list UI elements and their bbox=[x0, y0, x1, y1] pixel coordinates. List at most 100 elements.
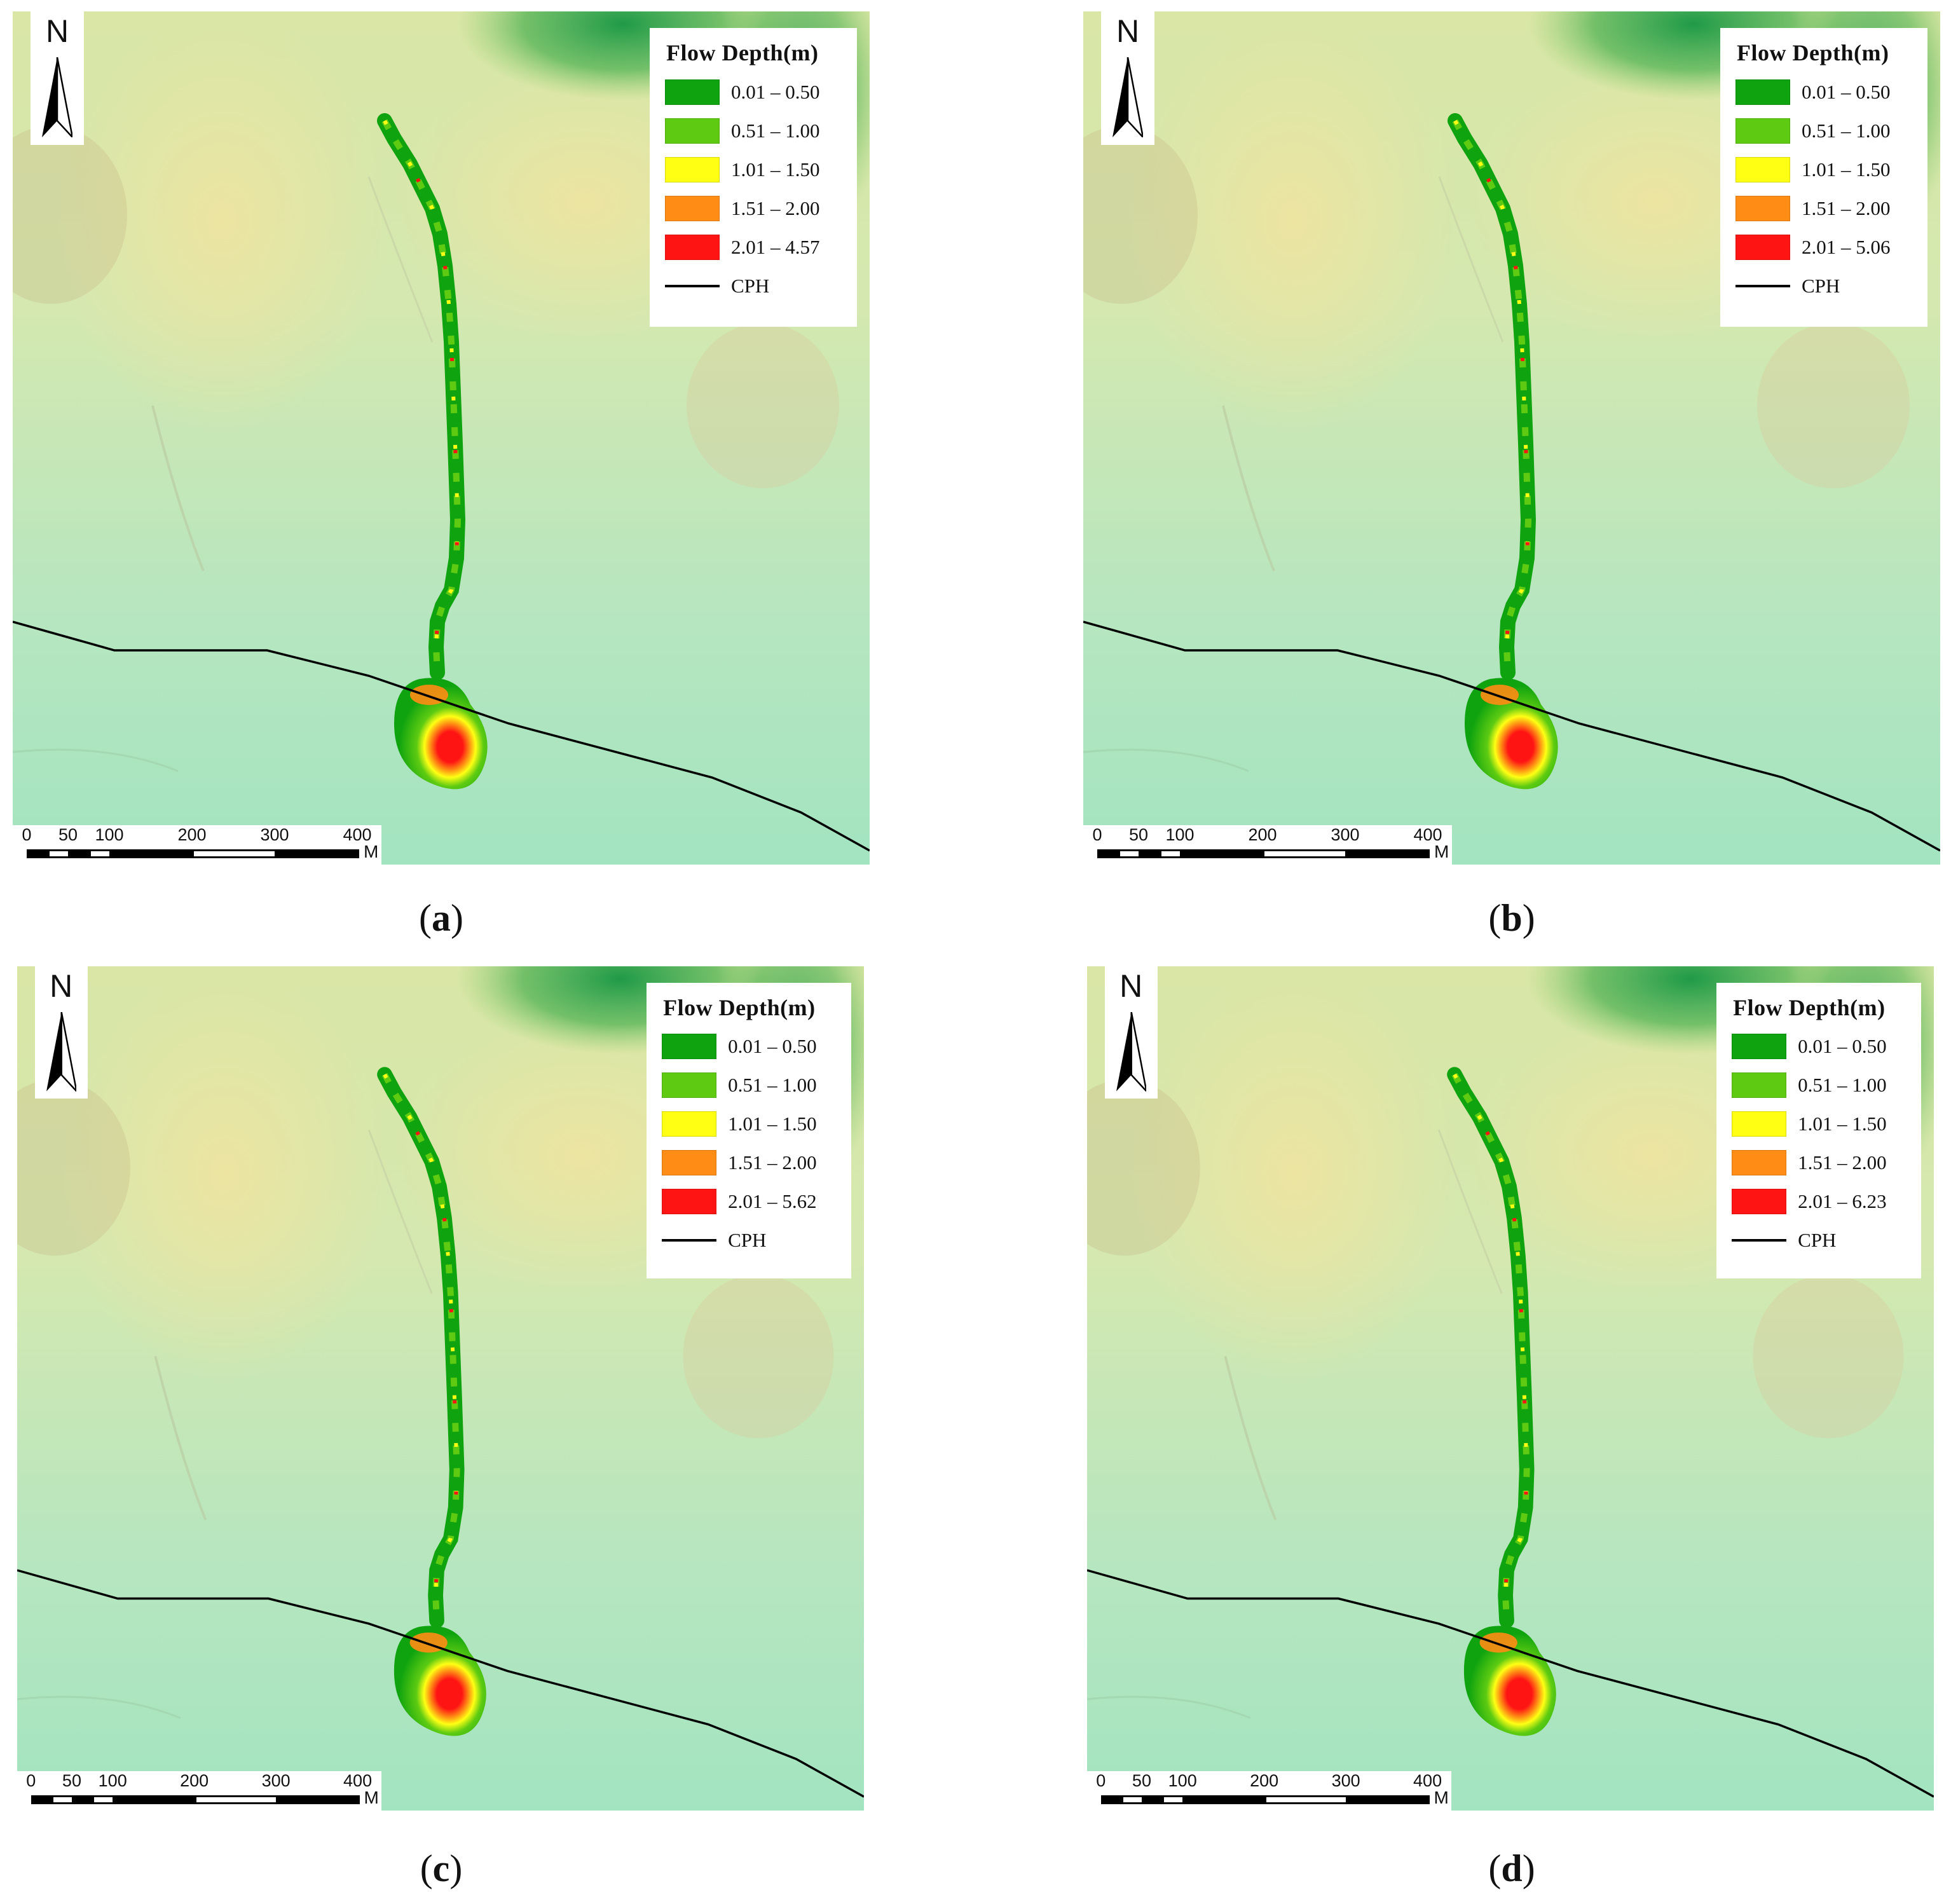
legend-swatch bbox=[665, 118, 720, 144]
legend-item-label: 0.51 – 1.00 bbox=[1798, 1074, 1887, 1097]
legend-item-label: 2.01 – 5.62 bbox=[728, 1190, 817, 1213]
north-letter: N bbox=[1116, 13, 1140, 49]
map-panel-c: N Flow Depth(m) 0.01 – 0.50 0.51 – 1.00 … bbox=[17, 966, 864, 1811]
legend-item: 1.51 – 2.00 bbox=[662, 1144, 839, 1182]
legend-item-label: 1.01 – 1.50 bbox=[728, 1113, 817, 1135]
legend-swatch bbox=[1732, 1150, 1787, 1176]
scale-tick-label: 100 bbox=[1168, 1771, 1197, 1790]
legend-item-label: 0.51 – 1.00 bbox=[728, 1074, 817, 1097]
caption-a: (a) bbox=[419, 897, 463, 939]
legend-item: 2.01 – 5.62 bbox=[662, 1182, 839, 1221]
north-arrow-icon bbox=[46, 1012, 77, 1092]
legend-item-label: 0.01 – 0.50 bbox=[1798, 1035, 1887, 1058]
scale-tick-label: 0 bbox=[26, 1771, 36, 1790]
legend-item-label: 0.51 – 1.00 bbox=[1802, 119, 1891, 142]
legend-swatch bbox=[1735, 195, 1790, 221]
scale-segment bbox=[1100, 1795, 1123, 1804]
scale-segment bbox=[1159, 849, 1182, 858]
cph-line-swatch bbox=[1735, 284, 1790, 287]
legend-item-label: 2.01 – 5.06 bbox=[1802, 235, 1891, 258]
north-arrow: N bbox=[1104, 966, 1158, 1099]
north-letter: N bbox=[45, 13, 69, 49]
legend-swatch bbox=[665, 234, 720, 260]
legend-swatch bbox=[1732, 1111, 1787, 1137]
scale-segment bbox=[27, 849, 50, 858]
legend: Flow Depth(m) 0.01 – 0.50 0.51 – 1.00 1.… bbox=[1720, 28, 1927, 327]
legend-swatch bbox=[662, 1072, 717, 1099]
scale-tick-label: 300 bbox=[260, 825, 289, 844]
scale-segment bbox=[1139, 849, 1161, 858]
legend-title: Flow Depth(m) bbox=[663, 994, 816, 1020]
scale-tick-label: 200 bbox=[1248, 825, 1277, 844]
scale-segment bbox=[1263, 849, 1347, 858]
scale-tick-label: 400 bbox=[1413, 825, 1442, 844]
legend-item-cph: CPH bbox=[1732, 1221, 1908, 1260]
cph-line-swatch bbox=[662, 1239, 717, 1242]
legend-item: 1.51 – 2.00 bbox=[665, 189, 844, 228]
north-arrow-icon bbox=[1116, 1012, 1147, 1092]
legend-item: 1.01 – 1.50 bbox=[665, 150, 844, 189]
scale-tick-label: 300 bbox=[1331, 1771, 1360, 1790]
scale-bar: 0 50 100 200 300 400 M bbox=[1083, 825, 1452, 865]
scale-tick-label: 100 bbox=[95, 825, 124, 844]
legend-item-cph: CPH bbox=[662, 1221, 839, 1260]
legend-item-label: 0.01 – 0.50 bbox=[1802, 80, 1891, 103]
legend-swatch bbox=[662, 1111, 717, 1137]
map-panel-d: N Flow Depth(m) 0.01 – 0.50 0.51 – 1.00 … bbox=[1087, 966, 1934, 1811]
scale-segment bbox=[109, 849, 194, 858]
scale-segment bbox=[1118, 849, 1140, 858]
caption-d: (d) bbox=[1488, 1847, 1535, 1889]
scale-tick-label: 400 bbox=[1413, 1771, 1442, 1790]
legend-item-label: CPH bbox=[1802, 274, 1840, 297]
scale-tick-label: 100 bbox=[1165, 825, 1195, 844]
legend-swatch bbox=[662, 1189, 717, 1215]
scale-segment bbox=[1121, 1795, 1144, 1804]
legend-swatch bbox=[1732, 1072, 1787, 1099]
scale-segment bbox=[68, 849, 91, 858]
scale-segment bbox=[1162, 1795, 1185, 1804]
legend-swatch bbox=[1732, 1189, 1787, 1215]
map-panel-b: N Flow Depth(m) 0.01 – 0.50 0.51 – 1.00 … bbox=[1083, 11, 1940, 865]
scale-tick-label: 300 bbox=[1331, 825, 1360, 844]
legend-item: 0.01 – 0.50 bbox=[1732, 1027, 1908, 1066]
north-letter: N bbox=[50, 968, 73, 1004]
scale-segment bbox=[88, 849, 111, 858]
scale-segment bbox=[192, 849, 277, 858]
legend: Flow Depth(m) 0.01 – 0.50 0.51 – 1.00 1.… bbox=[1716, 982, 1922, 1278]
legend: Flow Depth(m) 0.01 – 0.50 0.51 – 1.00 1.… bbox=[647, 982, 852, 1278]
scale-segment bbox=[47, 849, 70, 858]
scale-tick-label: 50 bbox=[1128, 825, 1149, 844]
scale-segment bbox=[51, 1795, 74, 1804]
north-letter: N bbox=[1119, 968, 1143, 1004]
legend-item-label: 2.01 – 4.57 bbox=[731, 235, 820, 258]
scale-tick-label: 300 bbox=[261, 1771, 291, 1790]
scale-unit: M bbox=[364, 842, 379, 861]
scale-unit: M bbox=[364, 1788, 379, 1807]
scale-bar: 0 50 100 200 300 400 M bbox=[17, 1771, 382, 1811]
legend-item-label: 0.51 – 1.00 bbox=[731, 119, 820, 142]
scale-segment bbox=[71, 1795, 95, 1804]
legend-item: 0.51 – 1.00 bbox=[662, 1066, 839, 1105]
legend-item-label: 1.01 – 1.50 bbox=[1798, 1113, 1887, 1135]
north-arrow: N bbox=[34, 966, 88, 1099]
scale-tick-label: 0 bbox=[22, 825, 32, 844]
caption-b: (b) bbox=[1488, 897, 1535, 939]
scale-segment bbox=[1346, 1795, 1430, 1804]
legend-swatch bbox=[1735, 118, 1790, 144]
legend-item-label: 1.01 – 1.50 bbox=[1802, 158, 1891, 181]
legend-swatch bbox=[662, 1034, 717, 1060]
scale-segment bbox=[1182, 1795, 1266, 1804]
legend-item-label: 0.01 – 0.50 bbox=[728, 1035, 817, 1058]
legend: Flow Depth(m) 0.01 – 0.50 0.51 – 1.00 1.… bbox=[650, 28, 857, 327]
legend-item-label: CPH bbox=[731, 274, 770, 297]
legend-title: Flow Depth(m) bbox=[1733, 994, 1886, 1020]
legend-swatch bbox=[665, 156, 720, 182]
legend-item: 2.01 – 6.23 bbox=[1732, 1182, 1908, 1221]
scale-bar: 0 50 100 200 300 400 M bbox=[13, 825, 381, 865]
legend-item-label: 1.51 – 2.00 bbox=[1802, 196, 1891, 219]
scale-unit: M bbox=[1434, 842, 1449, 861]
scale-tick-label: 0 bbox=[1092, 825, 1102, 844]
legend-item-label: CPH bbox=[728, 1229, 767, 1252]
legend-item-label: 0.01 – 0.50 bbox=[731, 80, 820, 103]
scale-segment bbox=[92, 1795, 115, 1804]
